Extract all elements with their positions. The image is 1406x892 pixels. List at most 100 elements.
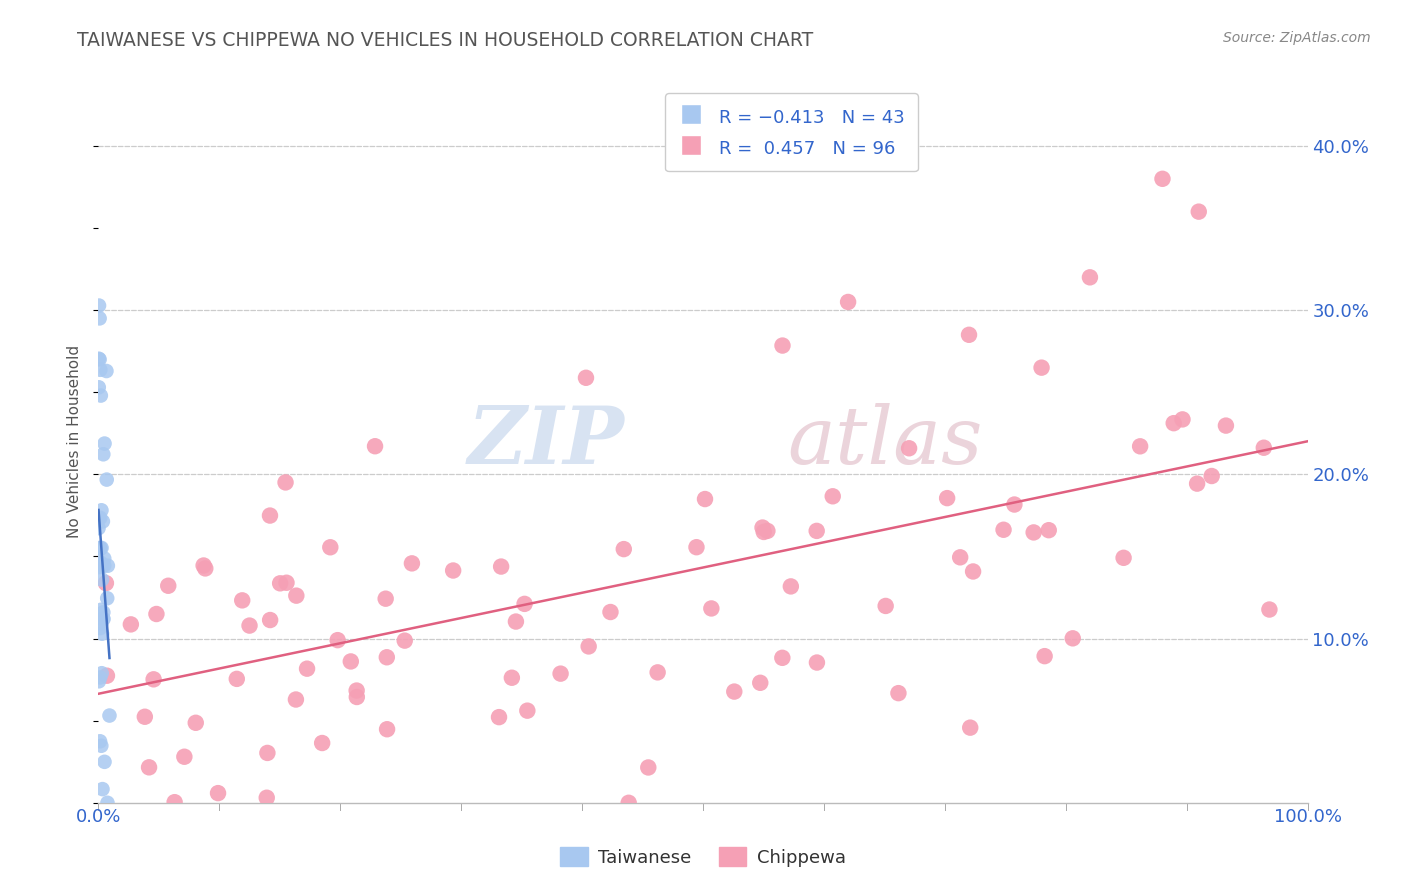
Point (120, 617, 142, 632)
Point (90, 388, 112, 402)
Point (887, 686, 910, 700)
Point (89, 541, 111, 555)
Point (87, 351, 110, 366)
Text: atlas: atlas (787, 403, 983, 480)
Point (89, 734, 111, 748)
Point (138, 760, 160, 774)
Point (1002, 498, 1025, 512)
Point (1163, 416, 1185, 430)
Point (90, 616, 112, 631)
Point (513, 597, 536, 611)
Point (1201, 469, 1223, 483)
Point (91, 573, 114, 587)
Point (90, 559, 112, 574)
Point (375, 650, 398, 665)
Point (238, 618, 260, 632)
Point (93, 612, 115, 626)
Point (91, 447, 114, 461)
Point (259, 508, 281, 523)
Point (898, 442, 921, 456)
Point (613, 542, 636, 557)
Point (87, 511, 110, 525)
Point (821, 489, 844, 503)
Point (1031, 360, 1053, 375)
Point (184, 715, 207, 730)
Point (193, 558, 215, 573)
Point (269, 576, 291, 591)
Point (295, 662, 318, 676)
Point (90, 739, 112, 753)
Point (1038, 523, 1060, 537)
Point (1129, 439, 1152, 453)
Point (505, 615, 527, 629)
Point (779, 579, 801, 593)
Point (647, 665, 669, 680)
Point (93, 436, 115, 450)
Point (87, 299, 110, 313)
Point (700, 601, 723, 615)
Point (550, 666, 572, 681)
Legend: R = −0.413   N = 43, R =  0.457   N = 96: R = −0.413 N = 43, R = 0.457 N = 96 (665, 93, 918, 171)
Point (89, 541, 111, 556)
Legend: Taiwanese, Chippewa: Taiwanese, Chippewa (553, 840, 853, 874)
Point (617, 796, 640, 810)
Point (89, 363, 111, 377)
Point (1078, 270, 1101, 285)
Point (225, 672, 247, 686)
Point (375, 723, 398, 737)
Point (96, 796, 118, 810)
Point (993, 523, 1015, 537)
Point (962, 565, 984, 579)
Point (93, 755, 115, 769)
Point (231, 593, 253, 607)
Point (274, 475, 297, 490)
Point (90, 556, 112, 570)
Point (256, 746, 278, 760)
Point (1112, 550, 1135, 565)
Point (949, 550, 972, 565)
Point (1033, 649, 1056, 664)
Point (1258, 602, 1281, 616)
Point (578, 640, 600, 654)
Point (91, 515, 114, 529)
Point (89, 311, 111, 326)
Point (91, 612, 114, 626)
Point (575, 371, 598, 385)
Point (340, 655, 363, 669)
Point (91, 782, 114, 797)
Point (441, 564, 464, 578)
Point (145, 607, 167, 621)
Point (97, 558, 120, 573)
Point (516, 704, 538, 718)
Point (87, 521, 110, 535)
Point (207, 786, 229, 800)
Point (959, 721, 981, 735)
Point (142, 673, 165, 687)
Point (87, 380, 110, 394)
Point (752, 524, 775, 539)
Point (394, 633, 416, 648)
Point (1215, 418, 1237, 433)
Point (311, 736, 333, 750)
Point (1188, 204, 1211, 219)
Point (374, 591, 396, 606)
Text: ZIP: ZIP (468, 403, 624, 480)
Point (1022, 525, 1045, 540)
Point (89, 560, 111, 574)
Point (89, 670, 111, 684)
Point (723, 684, 745, 698)
Point (90, 603, 112, 617)
Point (89, 621, 111, 635)
Point (96, 364, 118, 378)
Point (693, 491, 716, 506)
Point (501, 671, 523, 685)
Point (89, 352, 111, 367)
Point (401, 557, 423, 571)
Point (806, 656, 828, 670)
Point (256, 790, 278, 805)
Point (89, 511, 111, 525)
Point (751, 520, 773, 534)
Point (1062, 632, 1084, 646)
Point (91, 606, 114, 620)
Point (749, 675, 772, 690)
